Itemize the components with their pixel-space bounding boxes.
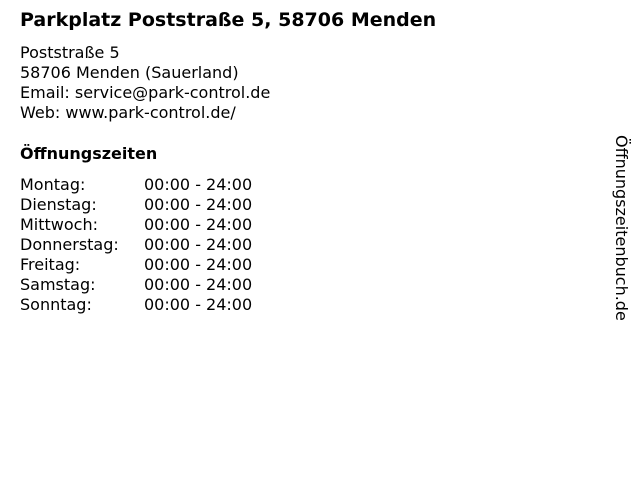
time: 00:00 - 24:00 <box>144 275 253 294</box>
address-block: Poststraße 5 58706 Menden (Sauerland) Em… <box>20 43 270 123</box>
watermark-text: Öffnungszeitenbuch.de <box>612 135 631 321</box>
hours-table: Montag: 00:00 - 24:00 Dienstag: 00:00 - 24… <box>20 175 252 315</box>
email: Email: service@park-control.de <box>20 83 271 102</box>
time: 00:00 - 24:00 <box>144 255 253 274</box>
time: 00:00 - 24:00 <box>144 175 253 194</box>
page-title: Parkplatz Poststraße 5, 58706 Menden <box>20 9 437 31</box>
day: Freitag: <box>20 255 81 274</box>
day: Donnerstag: <box>20 235 119 254</box>
time: 00:00 - 24:00 <box>144 235 253 254</box>
day: Montag: <box>20 175 86 194</box>
hours-row: Freitag: 00:00 - 24:00 <box>20 255 252 275</box>
website: Web: www.park-control.de/ <box>20 103 236 122</box>
hours-row: Donnerstag: 00:00 - 24:00 <box>20 235 252 255</box>
day: Samstag: <box>20 275 96 294</box>
day: Mittwoch: <box>20 215 98 234</box>
hours-row: Dienstag: 00:00 - 24:00 <box>20 195 252 215</box>
day: Sonntag: <box>20 295 92 314</box>
hours-row: Montag: 00:00 - 24:00 <box>20 175 252 195</box>
day: Dienstag: <box>20 195 97 214</box>
street: Poststraße 5 <box>20 43 120 62</box>
hours-row: Sonntag: 00:00 - 24:00 <box>20 295 252 315</box>
city: 58706 Menden (Sauerland) <box>20 63 239 82</box>
hours-heading: Öffnungszeiten <box>20 144 158 163</box>
time: 00:00 - 24:00 <box>144 295 253 314</box>
hours-row: Mittwoch: 00:00 - 24:00 <box>20 215 252 235</box>
time: 00:00 - 24:00 <box>144 215 253 234</box>
hours-row: Samstag: 00:00 - 24:00 <box>20 275 252 295</box>
time: 00:00 - 24:00 <box>144 195 253 214</box>
